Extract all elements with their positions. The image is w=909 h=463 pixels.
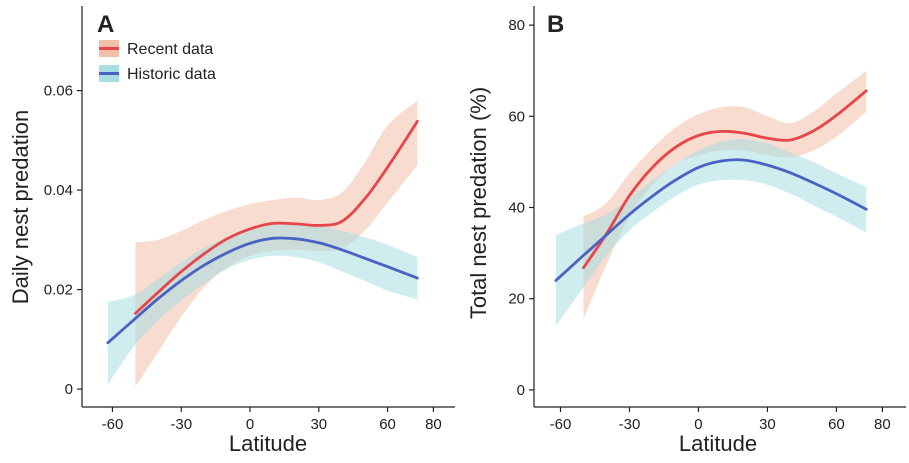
y-axis-title: Total nest predation (%) xyxy=(466,87,491,319)
x-tick-label: -30 xyxy=(619,416,641,433)
confidence-band-recent xyxy=(583,70,867,320)
x-tick-label: 0 xyxy=(246,416,254,433)
panel-a: 0 0.02 0.04 0.06 -60 -30 0 30 60 80 A Latitude D… xyxy=(8,6,455,456)
y-axis-title: Daily nest predation xyxy=(8,110,33,304)
confidence-bands xyxy=(555,70,867,326)
y-tick-label: 0 xyxy=(517,382,525,399)
x-tick-label: -60 xyxy=(550,416,572,433)
y-tick-label: 0.02 xyxy=(44,282,73,299)
x-tick-label: 0 xyxy=(694,416,702,433)
confidence-band-historic xyxy=(555,138,867,326)
x-tick-label: 80 xyxy=(874,416,891,433)
x-tick-label: 30 xyxy=(310,416,327,433)
confidence-bands xyxy=(107,100,418,387)
x-axis-title: Latitude xyxy=(229,431,307,456)
y-tick-label: 60 xyxy=(508,108,525,125)
x-tick-label: 30 xyxy=(759,416,776,433)
panel-letter: B xyxy=(547,11,564,38)
y-tick-label: 20 xyxy=(508,291,525,308)
x-tick-label: -60 xyxy=(102,416,124,433)
trend-line-recent xyxy=(134,120,419,315)
panel-b: 0 20 40 60 80 -60 -30 0 30 60 80 B Latitude Total… xyxy=(466,6,906,456)
y-axis-ticks: 0 0.02 0.04 0.06 xyxy=(44,83,82,398)
trend-line-historic xyxy=(106,236,419,345)
x-tick-label: 60 xyxy=(828,416,845,433)
y-tick-label: 40 xyxy=(508,200,525,217)
y-axis-ticks: 0 20 40 60 80 xyxy=(508,17,534,399)
trend-line-historic xyxy=(554,158,868,282)
confidence-band-historic xyxy=(107,223,418,385)
legend: Recent data Historic data xyxy=(99,40,216,83)
x-axis-ticks: -60 -30 0 30 60 80 xyxy=(102,407,442,433)
x-tick-label: 80 xyxy=(425,416,442,433)
legend-historic-label: Historic data xyxy=(127,66,216,83)
x-tick-label: 60 xyxy=(379,416,396,433)
y-tick-label: 0.04 xyxy=(44,182,73,199)
x-axis-ticks: -60 -30 0 30 60 80 xyxy=(550,407,891,433)
trend-line-recent xyxy=(582,89,868,270)
y-tick-label: 0.06 xyxy=(44,83,73,100)
trend-lines xyxy=(106,120,419,345)
trend-lines xyxy=(554,89,868,282)
y-tick-label: 0 xyxy=(65,381,73,398)
legend-recent-label: Recent data xyxy=(127,41,213,58)
x-axis-title: Latitude xyxy=(679,431,757,456)
x-tick-label: -30 xyxy=(170,416,192,433)
panel-letter: A xyxy=(97,11,114,38)
y-tick-label: 80 xyxy=(508,17,525,34)
